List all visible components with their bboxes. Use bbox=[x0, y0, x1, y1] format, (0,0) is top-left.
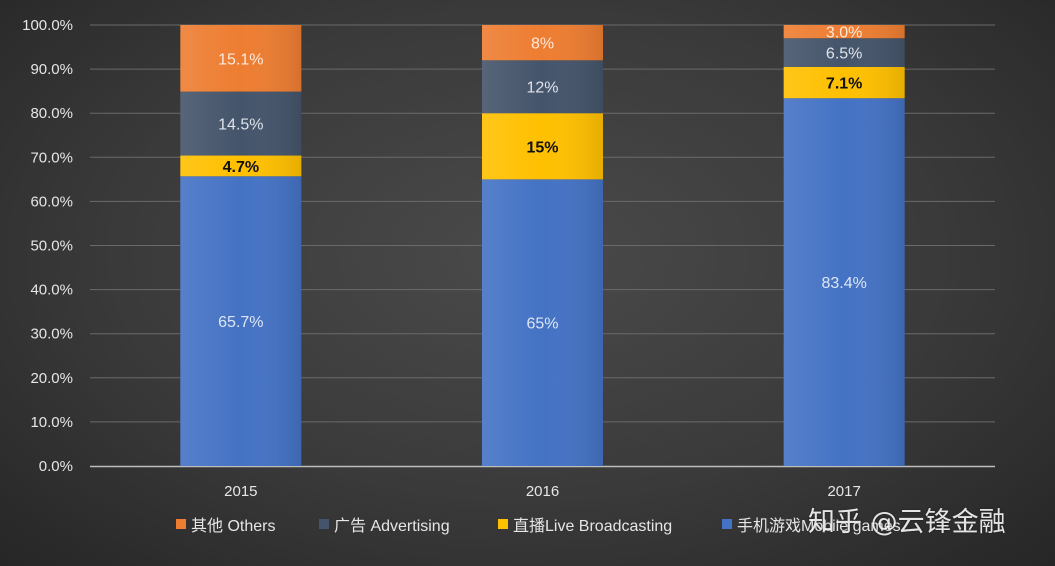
legend-label: 手机游戏Mobile games bbox=[737, 517, 901, 535]
data-label: 83.4% bbox=[821, 275, 866, 292]
legend-swatch bbox=[498, 519, 508, 529]
data-labels: 65.7% 4.7% 14.5% 15.1% 65% 15% 12% 8% 83.4% 7.1% 6… bbox=[218, 25, 867, 333]
y-tick-label: 100.0% bbox=[22, 17, 73, 34]
bar-segment-shading bbox=[180, 176, 302, 466]
data-label: 3.0% bbox=[826, 25, 862, 42]
legend-label: 直播Live Broadcasting bbox=[513, 517, 672, 535]
legend-swatch bbox=[176, 519, 186, 529]
legend-label: 广告 Advertising bbox=[334, 517, 450, 535]
bar-segment-shading bbox=[783, 98, 905, 467]
y-tick-label: 70.0% bbox=[30, 149, 73, 166]
y-tick-label: 0.0% bbox=[39, 458, 73, 475]
bar-segment-shading bbox=[180, 25, 302, 92]
data-label: 14.5% bbox=[218, 117, 263, 134]
y-tick-label: 40.0% bbox=[30, 282, 73, 299]
x-tick-label: 2016 bbox=[526, 483, 559, 500]
bars bbox=[180, 25, 905, 467]
y-axis-tick-labels: 0.0% 10.0% 20.0% 30.0% 40.0% 50.0% 60.0% 70.0% 8… bbox=[22, 17, 73, 475]
data-label: 65% bbox=[526, 316, 558, 333]
legend: 其他 Others 广告 Advertising 直播Live Broadcasti… bbox=[176, 517, 901, 535]
y-tick-label: 60.0% bbox=[30, 193, 73, 210]
bar-segment-shading bbox=[482, 60, 603, 114]
bar-segment-shading bbox=[180, 91, 302, 156]
x-axis-tick-labels: 2015 2016 2017 bbox=[224, 483, 861, 500]
data-label: 7.1% bbox=[826, 76, 862, 93]
x-tick-label: 2015 bbox=[224, 483, 257, 500]
data-label: 6.5% bbox=[826, 46, 862, 63]
data-label: 15.1% bbox=[218, 51, 263, 68]
y-tick-label: 90.0% bbox=[30, 61, 73, 78]
bar-segment-shading bbox=[783, 25, 905, 39]
bar-segment-shading bbox=[783, 38, 905, 67]
legend-swatch bbox=[319, 519, 329, 529]
data-label: 8% bbox=[531, 36, 554, 53]
data-label: 15% bbox=[526, 139, 558, 156]
bar-segment-shading bbox=[482, 113, 603, 180]
y-tick-label: 30.0% bbox=[30, 326, 73, 343]
bar-segment-shading bbox=[180, 155, 302, 177]
legend-label: 其他 Others bbox=[191, 517, 275, 535]
data-label: 4.7% bbox=[223, 159, 259, 176]
legend-swatch bbox=[722, 519, 732, 529]
data-label: 12% bbox=[526, 80, 558, 97]
x-tick-label: 2017 bbox=[827, 483, 860, 500]
bar-segment-shading bbox=[482, 179, 603, 466]
bar-segment-shading bbox=[783, 66, 905, 99]
y-tick-label: 80.0% bbox=[30, 105, 73, 122]
y-tick-label: 50.0% bbox=[30, 238, 73, 255]
y-tick-label: 10.0% bbox=[30, 414, 73, 431]
bar-segment-shading bbox=[482, 25, 603, 61]
data-label: 65.7% bbox=[218, 314, 263, 331]
y-tick-label: 20.0% bbox=[30, 370, 73, 387]
